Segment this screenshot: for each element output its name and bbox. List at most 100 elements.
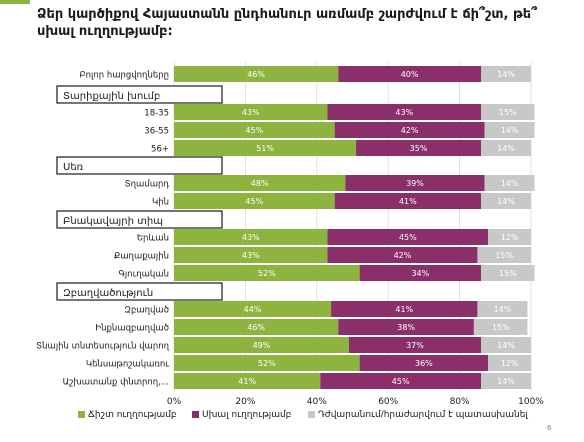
group-header-box (56, 282, 223, 301)
legend-item-wrong: Սխալ ուղղությամբ (192, 410, 291, 420)
chart-title: Ձեր կարծիքով Հայաստանն ընդհանուր առմամբ … (37, 7, 538, 39)
row-label: Երևան (137, 234, 169, 244)
data-label-no-answer: 12% (501, 233, 519, 242)
bar-segment-wrong (327, 104, 482, 120)
bar-segment-correct (174, 265, 360, 281)
legend-label-wrong: Սխալ ուղղությամբ (202, 410, 292, 420)
row-label: Տղամարդ (125, 180, 170, 190)
data-label-wrong: 42% (394, 251, 412, 260)
bar-segment-correct (174, 140, 357, 156)
data-label-no-answer: 15% (495, 251, 513, 260)
legend-swatch-correct (78, 411, 85, 418)
data-label-correct: 43% (242, 233, 260, 242)
bar-segment-wrong (320, 373, 482, 389)
group-header-label: Տարիքային խումբ (63, 91, 160, 102)
data-label-correct: 45% (245, 126, 263, 135)
bar-segment-no-answer (481, 265, 535, 281)
data-label-wrong: 41% (395, 305, 413, 314)
data-label-correct: 44% (244, 305, 262, 314)
group-header-box (56, 85, 223, 104)
data-label-correct: 43% (242, 108, 260, 117)
data-label-correct: 52% (258, 269, 276, 278)
legend-item-correct: Ճիշտ ուղղությամբ (78, 410, 177, 420)
x-tick-label: 80% (450, 397, 470, 407)
data-label-no-answer: 14% (497, 377, 515, 386)
top-accent-green (0, 0, 30, 4)
data-label-correct: 52% (258, 359, 276, 368)
data-label-no-answer: 14% (501, 126, 519, 135)
page-number: 6 (547, 424, 552, 432)
data-label-wrong: 39% (406, 179, 424, 188)
data-label-no-answer: 14% (494, 305, 512, 314)
legend-item-no-answer: Դժվարանում/հրաժարվում է պատասխանել (308, 410, 528, 420)
x-tick-label: 40% (307, 397, 327, 407)
x-tick-label: 100% (518, 397, 544, 407)
group-header-label: Սեռ (63, 162, 84, 173)
bar-segment-correct (174, 104, 328, 120)
bar-segment-correct (174, 373, 321, 389)
row-label: 18-35 (144, 109, 169, 119)
data-label-no-answer: 15% (499, 108, 517, 117)
group-header-label: Զբաղվածություն (63, 288, 153, 299)
row-label: Զբաղված (124, 306, 169, 316)
data-label-wrong: 40% (401, 70, 419, 79)
bar-segment-wrong (327, 229, 489, 245)
data-label-no-answer: 14% (501, 179, 519, 188)
bar-segment-no-answer (477, 247, 531, 263)
bar-segment-no-answer (477, 301, 528, 317)
data-label-correct: 45% (245, 197, 263, 206)
data-label-wrong: 36% (415, 359, 433, 368)
bar-segment-wrong (327, 247, 478, 263)
legend-label-no-answer: Դժվարանում/հրաժարվում է պատասխանել (318, 410, 528, 420)
row-label: Բոլոր հարցվողները (79, 71, 169, 81)
bar-segment-no-answer (481, 66, 531, 82)
row-label: Ինքնազբաղված (95, 324, 169, 334)
x-tick-label: 0% (167, 397, 182, 407)
bar-segment-correct (174, 247, 328, 263)
bar-segment-no-answer (484, 175, 535, 191)
data-label-no-answer: 14% (497, 144, 515, 153)
bar-segment-no-answer (488, 355, 531, 371)
bar-segment-correct (174, 175, 346, 191)
data-label-correct: 41% (238, 377, 256, 386)
row-label: Աշխատանք փնտրող,... (63, 378, 169, 388)
data-label-correct: 43% (242, 251, 260, 260)
row-label: Գյուղական (118, 270, 169, 280)
bar-segment-correct (174, 193, 335, 209)
bar-segment-correct (174, 229, 328, 245)
data-label-no-answer: 14% (497, 197, 515, 206)
top-accent-line (0, 0, 584, 4)
data-label-wrong: 35% (410, 144, 428, 153)
legend-swatch-no-answer (308, 411, 315, 418)
group-header-box (56, 156, 223, 175)
bar-segment-wrong (356, 140, 482, 156)
bar-segment-correct (174, 355, 360, 371)
data-label-wrong: 45% (392, 377, 410, 386)
data-label-wrong: 41% (399, 197, 417, 206)
bar-segment-no-answer (481, 337, 531, 353)
bar-segment-wrong (331, 301, 478, 317)
row-label: Կին (152, 198, 169, 208)
legend-swatch-wrong (192, 411, 199, 418)
data-label-correct: 51% (256, 144, 274, 153)
data-label-correct: 46% (247, 70, 265, 79)
bar-segment-no-answer (473, 319, 528, 335)
group-header-box (56, 210, 223, 229)
data-label-wrong: 38% (397, 323, 415, 332)
bar-segment-no-answer (484, 122, 535, 138)
row-label: 56+ (151, 145, 169, 155)
row-label: 36-55 (144, 127, 169, 137)
bar-segment-no-answer (481, 104, 535, 120)
x-tick-label: 20% (235, 397, 255, 407)
bar-segment-wrong (359, 265, 482, 281)
bar-segment-wrong (359, 355, 489, 371)
data-label-correct: 49% (253, 341, 271, 350)
bar-segment-correct (174, 319, 339, 335)
data-label-correct: 46% (247, 323, 265, 332)
row-label: Տնային տնտեսություն վարող (36, 342, 169, 352)
data-label-wrong: 45% (399, 233, 417, 242)
bar-segment-correct (174, 337, 349, 353)
bar-segment-correct (174, 122, 335, 138)
bar-segment-correct (174, 301, 332, 317)
